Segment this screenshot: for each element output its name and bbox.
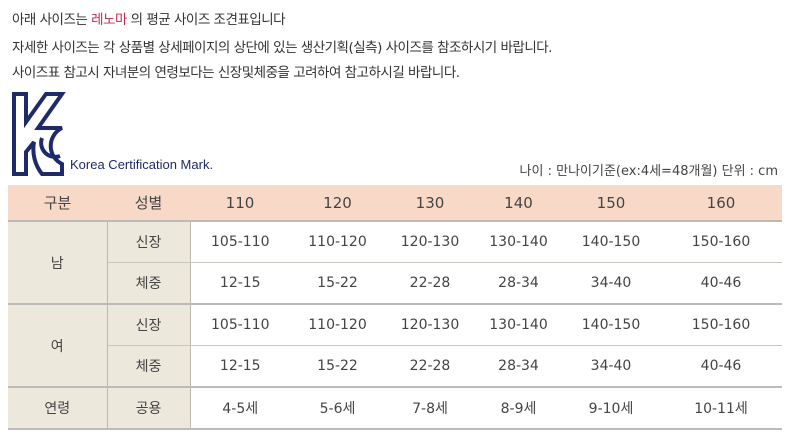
group-label: 남 <box>8 221 108 305</box>
kc-mark-text: Korea Certification Mark. <box>70 157 214 172</box>
header-cell: 150 <box>562 185 660 222</box>
kc-logo-icon <box>12 92 66 176</box>
value-cell: 40-46 <box>660 262 782 305</box>
value-cell: 40-46 <box>660 345 782 388</box>
notice-text: 아래 사이즈는 <box>12 12 92 28</box>
value-cell: 28-34 <box>475 345 562 388</box>
value-cell: 34-40 <box>562 345 660 388</box>
table-row: 여 신장 105-110 110-120 120-130 130-140 140-150 15… <box>8 304 782 388</box>
row-label: 신장 <box>107 221 191 263</box>
value-cell: 22-28 <box>385 345 475 388</box>
value-cell: 15-22 <box>290 262 385 305</box>
value-cell: 105-110 <box>190 221 290 263</box>
notice-line-1: 아래 사이즈는 레노마 의 평균 사이즈 조견표입니다 <box>12 8 286 28</box>
value-cell: 120-130 <box>385 304 475 346</box>
row-label: 체중 <box>107 345 191 388</box>
value-cell: 10-11세 <box>660 387 782 430</box>
size-table: 구분 성별 110 120 130 140 150 160 남 신장 105-110 110-120 1… <box>8 185 782 430</box>
value-cell: 12-15 <box>190 262 290 305</box>
value-cell: 15-22 <box>290 345 385 388</box>
value-cell: 9-10세 <box>562 387 660 430</box>
notice-line-2: 자세한 사이즈는 각 상품별 상세페이지의 상단에 있는 생산기획(실측) 사이… <box>12 40 552 56</box>
row-label: 체중 <box>107 262 191 305</box>
header-cell: 160 <box>660 185 782 222</box>
brand-name: 레노마 <box>91 12 127 28</box>
table-row: 체중 12-15 15-22 22-28 28-34 34-40 40-46 <box>8 345 782 388</box>
table-row: 남 신장 105-110 110-120 120-130 130-140 140-150 15… <box>8 221 782 305</box>
value-cell: 130-140 <box>475 304 562 346</box>
notice-text: 의 평균 사이즈 조견표입니다 <box>126 12 286 28</box>
header-cell: 110 <box>190 185 290 222</box>
header-cell: 성별 <box>107 185 190 222</box>
group-label: 연령 <box>8 387 108 430</box>
value-cell: 28-34 <box>475 262 562 305</box>
value-cell: 8-9세 <box>475 387 562 430</box>
value-cell: 105-110 <box>190 304 290 346</box>
row-label: 신장 <box>107 304 191 346</box>
header-cell: 130 <box>385 185 475 222</box>
value-cell: 4-5세 <box>190 387 290 430</box>
value-cell: 150-160 <box>660 221 782 263</box>
table-row: 체중 12-15 15-22 22-28 28-34 34-40 40-46 <box>8 262 782 305</box>
group-label: 여 <box>8 304 108 388</box>
value-cell: 12-15 <box>190 345 290 388</box>
value-cell: 5-6세 <box>290 387 385 430</box>
notice-line-3: 사이즈표 참고시 자녀분의 연령보다는 신장및체중을 고려하여 참고하시길 바랍… <box>12 65 460 81</box>
value-cell: 120-130 <box>385 221 475 263</box>
unit-note: 나이 : 만나이기준(ex:4세=48개월) 단위 : cm <box>519 164 778 179</box>
header-cell: 구분 <box>8 185 107 222</box>
header-cell: 140 <box>475 185 562 222</box>
value-cell: 130-140 <box>475 221 562 263</box>
value-cell: 110-120 <box>290 304 385 346</box>
value-cell: 34-40 <box>562 262 660 305</box>
value-cell: 110-120 <box>290 221 385 263</box>
value-cell: 150-160 <box>660 304 782 346</box>
header-row: 구분 성별 110 120 130 140 150 160 <box>8 185 782 222</box>
value-cell: 7-8세 <box>385 387 475 430</box>
value-cell: 140-150 <box>562 221 660 263</box>
table-row: 연령 공용 4-5세 5-6세 7-8세 8-9세 9-10세 10-11세 <box>8 387 782 430</box>
value-cell: 140-150 <box>562 304 660 346</box>
header-cell: 120 <box>290 185 385 222</box>
value-cell: 22-28 <box>385 262 475 305</box>
row-label: 공용 <box>107 387 191 430</box>
